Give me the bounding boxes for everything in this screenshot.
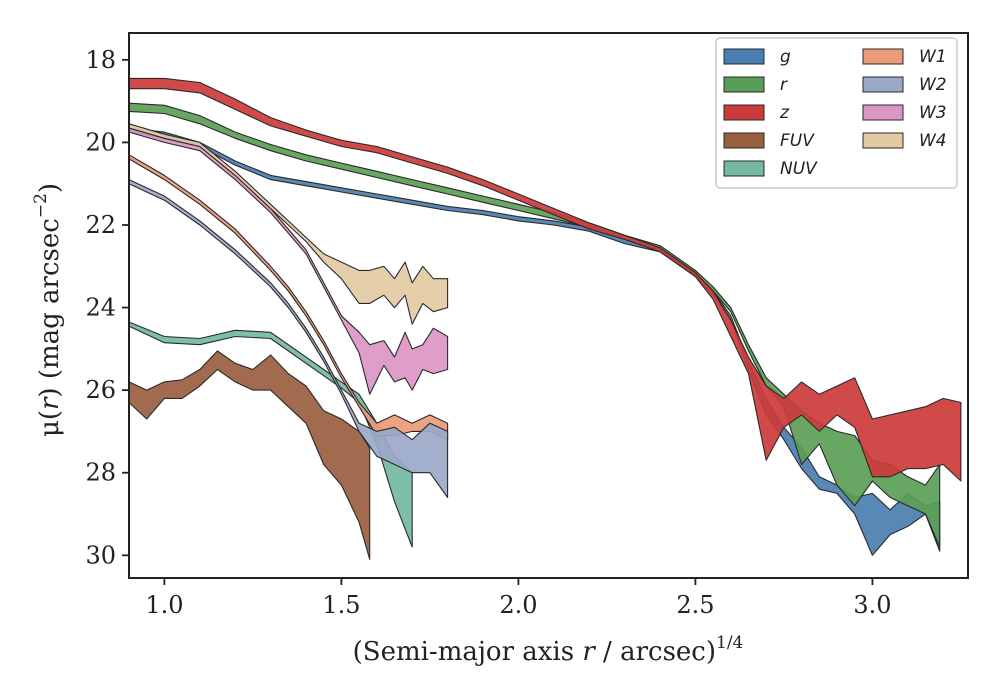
y-axis-ticks: 18 20 22 24 26 28 30 <box>85 46 129 569</box>
legend-swatch-r <box>723 76 765 93</box>
x-tick-label: 1.5 <box>322 591 360 619</box>
band-z <box>128 77 962 482</box>
y-tick-label: 26 <box>85 376 116 404</box>
legend-label-z: z <box>779 103 790 123</box>
legend-swatch-w3 <box>862 104 904 121</box>
y-tick-label: 20 <box>85 128 116 156</box>
legend-swatch-w4 <box>862 132 904 149</box>
legend-label-r: r <box>780 75 788 95</box>
y-tick-label: 18 <box>85 46 116 74</box>
x-tick-label: 1.0 <box>145 591 183 619</box>
y-tick-label: 28 <box>85 459 116 487</box>
x-axis-title: (Semi-major axis r / arcsec)1/4 <box>353 633 744 667</box>
legend-swatch-g <box>723 48 765 65</box>
legend-label-g: g <box>780 47 791 67</box>
band-w4 <box>128 123 449 325</box>
y-tick-label: 22 <box>85 211 116 239</box>
legend-swatch-w2 <box>862 76 904 93</box>
legend-label-w2: W2 <box>919 75 947 95</box>
band-w3 <box>128 127 449 395</box>
legend-swatch-nuv <box>723 160 765 177</box>
legend-swatch-fuv <box>723 132 765 149</box>
band-w2 <box>128 179 449 499</box>
legend-label-w3: W3 <box>919 103 947 123</box>
band-fuv <box>128 350 371 560</box>
plot-frame <box>128 32 969 579</box>
legend-label-fuv: FUV <box>780 131 815 151</box>
band-r <box>128 102 941 548</box>
legend-swatch-z <box>723 104 765 121</box>
x-tick-label: 2.5 <box>676 591 714 619</box>
x-axis-ticks: 1.0 1.5 2.0 2.5 3.0 <box>145 578 892 619</box>
data-bands <box>128 77 962 560</box>
legend-swatch-w1 <box>862 48 904 65</box>
legend-box <box>715 37 958 189</box>
band-g <box>128 127 941 556</box>
legend-label-w1: W1 <box>919 47 947 67</box>
x-tick-label: 2.0 <box>499 591 537 619</box>
y-tick-label: 30 <box>85 541 116 569</box>
legend: grz FUV NUV W1 W2 W3 W4 <box>715 37 958 189</box>
y-tick-label: 24 <box>85 294 116 322</box>
x-tick-label: 3.0 <box>853 591 891 619</box>
y-axis-title: μ(r) (mag arcsec−2) <box>31 183 65 437</box>
legend-label-nuv: NUV <box>780 159 818 179</box>
legend-label-w4: W4 <box>919 131 947 151</box>
band-nuv <box>128 321 413 548</box>
